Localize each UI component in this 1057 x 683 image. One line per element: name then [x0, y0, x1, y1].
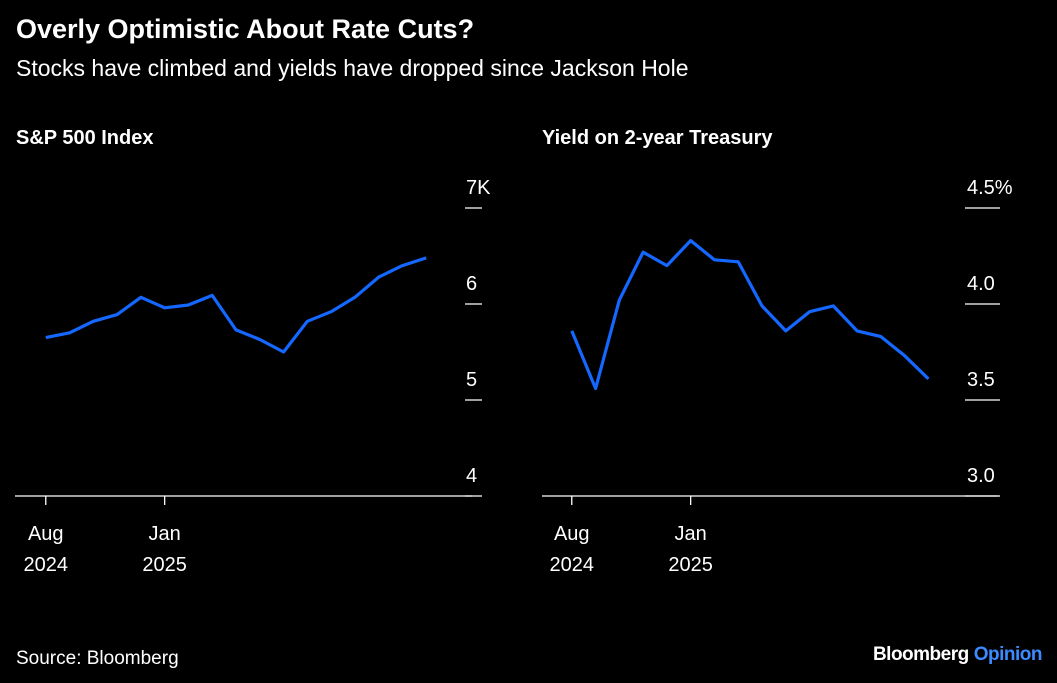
y-tick-label: 5: [466, 369, 477, 391]
chart-title: Overly Optimistic About Rate Cuts?: [16, 14, 474, 44]
x-tick-label: Jan: [149, 523, 181, 545]
brand: Bloomberg Opinion: [873, 644, 1042, 665]
y-tick-label: 3.0: [967, 465, 995, 487]
y-tick-label: 3.5: [967, 369, 995, 391]
panel-title: S&P 500 Index: [16, 127, 153, 149]
brand-name: Bloomberg: [873, 644, 969, 665]
chart-subtitle: Stocks have climbed and yields have drop…: [16, 55, 689, 81]
data-line: [570, 239, 930, 391]
panel-title: Yield on 2-year Treasury: [542, 127, 773, 149]
y-tick-label: 6: [466, 273, 477, 295]
y-tick-label: 4: [466, 465, 477, 487]
y-tick-label: 4.5%: [967, 177, 1013, 199]
x-tick-label: Aug: [554, 523, 590, 545]
source: Source: Bloomberg: [16, 648, 179, 669]
y-tick-label: 7K: [466, 177, 491, 199]
brand-suffix: Opinion: [974, 644, 1042, 665]
x-tick-label: 2024: [550, 554, 595, 576]
y-tick-label: 4.0: [967, 273, 995, 295]
x-tick-label: 2024: [24, 554, 69, 576]
data-line: [45, 256, 427, 354]
x-tick-label: Jan: [675, 523, 707, 545]
x-tick-label: Aug: [28, 523, 64, 545]
x-tick-label: 2025: [668, 554, 713, 576]
x-tick-label: 2025: [142, 554, 187, 576]
